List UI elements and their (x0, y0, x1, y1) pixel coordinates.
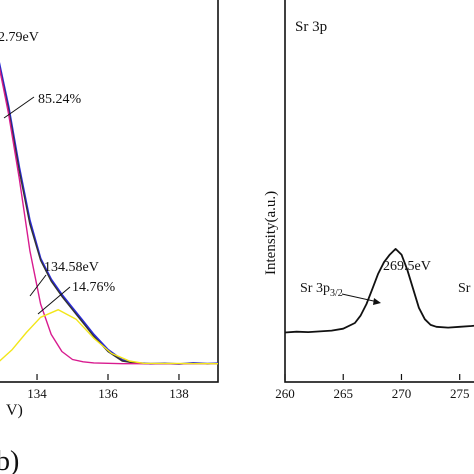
left-x-tick-label: 134 (27, 386, 47, 401)
left-peak-second-pct-leader (37, 286, 71, 315)
right-series-measured (284, 247, 474, 334)
right-y-axis-label: Intensity(a.u.) (263, 191, 279, 275)
right-xps-panel: 260 265 270 275 Sr 3p Intensity(a.u.) 269.5… (263, 0, 474, 401)
left-x-tick-label: 138 (169, 386, 189, 401)
left-peak-second-label: 134.58eV (44, 260, 99, 275)
left-series-fit-envelope (0, 66, 218, 365)
panel-letter: b) (0, 446, 19, 474)
right-x-tick-label: 265 (333, 386, 353, 401)
right-cut-label: Sr (458, 281, 471, 296)
left-series-component-2 (0, 309, 219, 365)
left-peak-top-percent: 85.24% (38, 92, 82, 107)
right-peak-arrow-head (373, 298, 381, 305)
right-panel-title: Sr 3p (295, 19, 327, 35)
left-x-tick-label: 136 (98, 386, 118, 401)
left-x-ticks: 134 136 138 (27, 374, 189, 401)
right-x-tick-label: 270 (392, 386, 412, 401)
left-plot-frame (0, 0, 219, 383)
left-series-group (0, 62, 219, 365)
left-peak-top-leader (3, 96, 35, 119)
right-series-group (284, 247, 474, 334)
left-series-component-1 (0, 67, 218, 365)
left-xps-panel: 134 136 138 2.79eV 85.24% 134.58eV 14.76% … (0, 0, 219, 474)
left-peak-second-leader (29, 274, 47, 297)
left-series-measured (0, 62, 219, 365)
left-peak-top-label: 2.79eV (0, 30, 39, 45)
right-plot-frame (284, 0, 474, 383)
right-peak-assignment-main: Sr 3p (300, 281, 330, 296)
right-x-ticks: 260 265 270 275 (275, 374, 469, 401)
left-x-axis-label: V) (6, 402, 23, 419)
right-x-tick-label: 260 (275, 386, 295, 401)
left-peak-second-percent: 14.76% (72, 280, 116, 295)
right-peak-arrow-line (341, 293, 379, 303)
right-peak-assignment-sub: 3/2 (330, 288, 343, 299)
right-peak-assignment: Sr 3p3/2 (300, 281, 343, 299)
right-peak-label: 269.5eV (383, 259, 431, 274)
right-x-tick-label: 275 (450, 386, 470, 401)
